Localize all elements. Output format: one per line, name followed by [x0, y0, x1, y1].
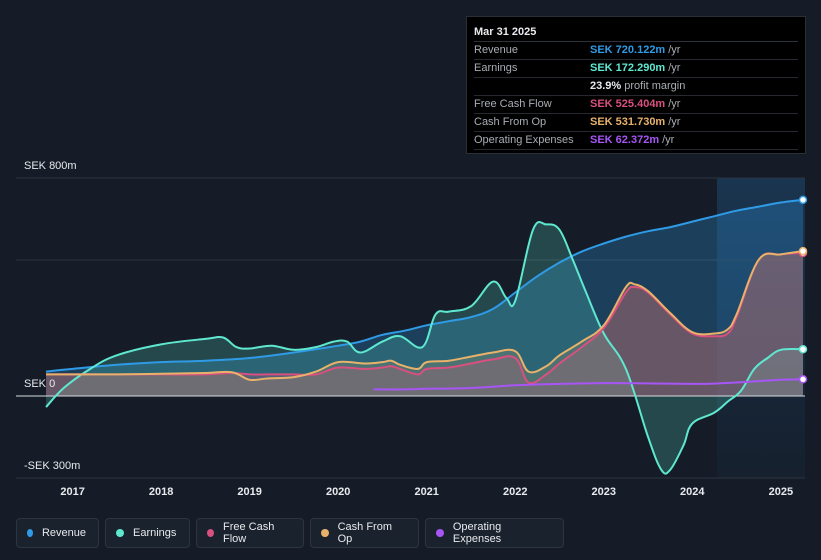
legend-dot-icon: [321, 529, 329, 537]
legend-item-operating-expenses[interactable]: Operating Expenses: [425, 518, 564, 548]
x-tick-label: 2021: [414, 486, 439, 498]
legend-label: Operating Expenses: [452, 521, 502, 545]
y-axis-zero-label: SEK 0: [24, 378, 56, 390]
earnings-area: [46, 221, 803, 474]
tooltip-row-unit: /yr: [668, 116, 681, 128]
cash-from-op-area: [46, 251, 803, 397]
tooltip-row: 23.9% profit margin: [474, 78, 798, 96]
tooltip-row-label: [474, 78, 590, 95]
operating-expenses-line: [373, 378, 804, 391]
legend-item-revenue[interactable]: Revenue: [16, 518, 99, 548]
tooltip-row: Free Cash Flow SEK 525.404m/yr: [474, 96, 798, 114]
tooltip-row-label: Free Cash Flow: [474, 98, 552, 110]
tooltip-date: Mar 31 2025: [474, 23, 798, 42]
tooltip-row-label: Earnings: [474, 62, 518, 74]
legend-item-earnings[interactable]: Earnings: [105, 518, 190, 548]
x-tick-label: 2019: [237, 486, 262, 498]
tooltip-row: Earnings SEK 172.290m/yr: [474, 60, 798, 78]
legend-item-free-cash-flow[interactable]: Free Cash Flow: [196, 518, 304, 548]
legend-dot-icon: [207, 529, 214, 537]
legend-label: Free Cash Flow: [223, 521, 275, 545]
tooltip-panel: Mar 31 2025 Revenue SEK 720.122m/yr Earnin…: [466, 16, 806, 154]
tooltip-row-value: SEK 525.404m: [590, 98, 666, 110]
cash-from-op-line: [46, 250, 804, 382]
tooltip-row-value: SEK 720.122m: [590, 44, 666, 56]
tooltip-row-unit: /yr: [668, 98, 681, 110]
legend-dot-icon: [436, 529, 444, 537]
y-axis-top-label: SEK 800m: [24, 160, 77, 172]
tooltip-row-label: Cash From Op: [474, 116, 547, 128]
tooltip-row-label: Operating Expenses: [474, 134, 574, 146]
free-cash-flow-line: [46, 252, 804, 385]
tooltip-row: Cash From Op SEK 531.730m/yr: [474, 114, 798, 132]
tooltip-row: Operating Expenses SEK 62.372m/yr: [474, 132, 798, 150]
tooltip-row-value: SEK 62.372m: [590, 134, 660, 146]
revenue-line: [45, 198, 804, 373]
x-tick-label: 2024: [680, 486, 705, 498]
legend-label: Earnings: [133, 527, 177, 539]
tooltip-row: Revenue SEK 720.122m/yr: [474, 42, 798, 60]
tooltip-row-unit: /yr: [662, 134, 675, 146]
legend-dot-icon: [116, 529, 124, 537]
x-tick-label: 2023: [591, 486, 617, 498]
x-tick-label: 2025: [768, 486, 794, 498]
cash-from-op-end-point: [798, 246, 808, 256]
tooltip-row-value: 23.9%: [590, 80, 622, 92]
y-axis-bottom-label: -SEK 300m: [24, 460, 81, 472]
x-tick-label: 2022: [503, 486, 528, 498]
tooltip-row-value: SEK 531.730m: [590, 116, 666, 128]
legend-label: Revenue: [41, 527, 86, 539]
earnings-line: [45, 220, 804, 475]
x-tick-label: 2020: [325, 486, 351, 498]
x-tick-label: 2017: [60, 486, 85, 498]
tooltip-row-unit: /yr: [668, 62, 681, 74]
tooltip-row-label: Revenue: [474, 44, 519, 56]
operating-expenses-end-point: [798, 375, 808, 384]
x-tick-label: 2018: [148, 486, 174, 498]
legend-dot-icon: [27, 529, 33, 537]
earnings-end-point: [798, 345, 808, 354]
tooltip-row-value: SEK 172.290m: [590, 62, 666, 74]
legend-label: Cash From Op: [337, 521, 392, 545]
legend-item-cash-from-op[interactable]: Cash From Op: [310, 518, 419, 548]
tooltip-row-unit: profit margin: [624, 80, 686, 92]
tooltip-row-unit: /yr: [668, 44, 681, 56]
revenue-end-point: [798, 195, 808, 205]
free-cash-flow-area: [46, 253, 803, 397]
